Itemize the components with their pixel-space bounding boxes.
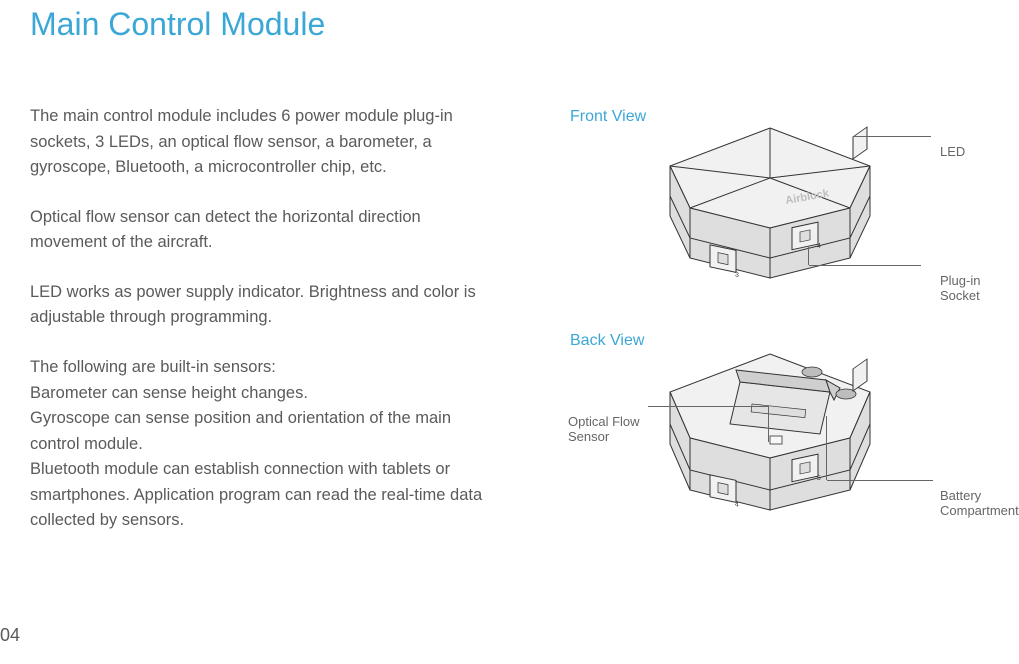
back-view-diagram: 4 5: [640, 342, 900, 532]
paragraph-3: LED works as power supply indicator. Bri…: [30, 280, 490, 331]
svg-text:3: 3: [735, 271, 739, 279]
callout-battery: Battery Compartment: [940, 472, 1019, 550]
callout-led: LED: [940, 128, 965, 175]
callout-plug-socket-label: Plug-in Socket: [940, 273, 980, 304]
front-view-title: Front View: [570, 108, 646, 126]
callout-plug-socket: Plug-in Socket: [940, 257, 1019, 335]
callout-optical-flow-label: Optical Flow Sensor: [568, 414, 640, 445]
paragraph-2: Optical flow sensor can detect the horiz…: [30, 205, 490, 256]
svg-text:5: 5: [817, 475, 821, 483]
back-view-title: Back View: [570, 332, 644, 350]
svg-text:4: 4: [817, 243, 821, 251]
callout-optical-flow: Optical Flow Sensor: [568, 398, 648, 476]
svg-text:4: 4: [735, 501, 739, 509]
body-text-block: The main control module includes 6 power…: [30, 104, 490, 534]
front-view-diagram: Airblock 3 4: [640, 118, 900, 298]
page-number: 04: [0, 625, 20, 646]
callout-led-label: LED: [940, 144, 965, 159]
paragraph-4: The following are built-in sensors: Baro…: [30, 355, 490, 534]
callout-battery-label: Battery Compartment: [940, 488, 1019, 519]
page-title: Main Control Module: [30, 6, 325, 43]
paragraph-1: The main control module includes 6 power…: [30, 104, 490, 181]
